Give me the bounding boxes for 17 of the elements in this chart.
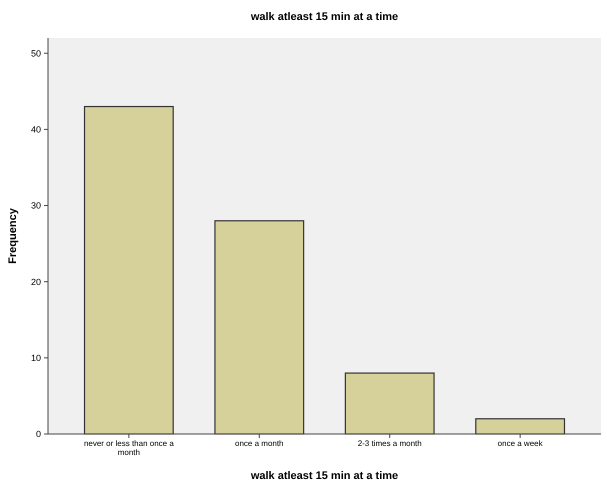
bar bbox=[344, 372, 435, 435]
y-tick-label: 20 bbox=[30, 276, 41, 287]
y-tick-label: 50 bbox=[30, 48, 41, 58]
x-tick-label: once a week bbox=[498, 439, 544, 448]
y-tick-label: 10 bbox=[30, 352, 41, 363]
x-tick-label: once a month bbox=[235, 439, 284, 448]
y-tick-label: 30 bbox=[30, 200, 41, 211]
y-tick-label: 40 bbox=[30, 124, 41, 135]
bar bbox=[214, 220, 304, 435]
bar bbox=[84, 106, 174, 435]
x-tick-label: never or less than once a month bbox=[84, 439, 174, 457]
bar bbox=[475, 418, 566, 435]
chart-title: walk atleast 15 min at a time bbox=[250, 11, 398, 23]
x-axis-title: walk atleast 15 min at a time bbox=[250, 470, 398, 482]
y-axis-title: Frequency bbox=[7, 207, 19, 264]
x-tick-label: 2-3 times a month bbox=[358, 439, 422, 448]
y-tick-label: 0 bbox=[36, 429, 41, 440]
